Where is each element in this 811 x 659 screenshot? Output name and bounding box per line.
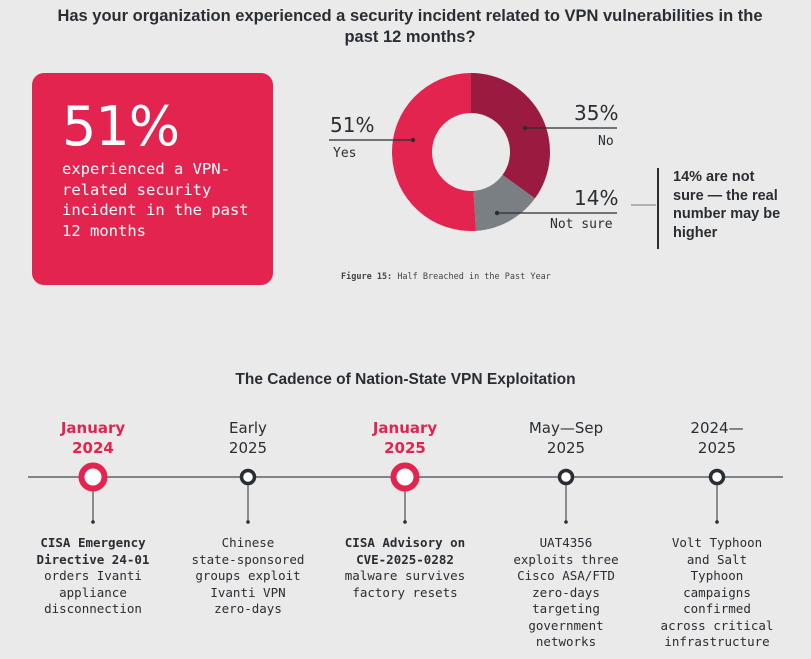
- event-date-line: May—Sep: [528, 419, 604, 437]
- event-description: Chinese state-sponsored groups exploit Ivan…: [173, 535, 323, 618]
- event-stem-dot: [91, 520, 95, 524]
- event-text-line: state-sponsored: [191, 551, 305, 567]
- event-stem-dot: [564, 520, 568, 524]
- event-description: Volt Typhoon and Salt Typhoon campaigns conf…: [642, 535, 792, 651]
- leader-no-dot: [522, 125, 528, 131]
- event-text-line: Cisco ASA/FTD: [517, 568, 615, 583]
- event-date-line: 2025: [697, 439, 737, 457]
- event-description: UAT4356 exploits three Cisco ASA/FTD zero-d…: [491, 535, 641, 651]
- survey-question-title: Has your organization experienced a secu…: [57, 7, 763, 46]
- event-text-line: government: [528, 617, 604, 633]
- event-text-line: appliance: [59, 584, 127, 600]
- event-date-line: 2025: [384, 439, 426, 457]
- caption-label: Figure 15:: [341, 272, 393, 282]
- event-stem-dot: [403, 520, 407, 524]
- label-notsure: Not sure: [550, 217, 613, 232]
- leader-yes-dot: [410, 137, 416, 143]
- event-headline: CISA Emergency: [40, 535, 146, 550]
- event-headline: CISA Advisory on: [344, 535, 466, 550]
- event-date: January 2025: [340, 418, 470, 458]
- milestone-marker: [708, 468, 726, 486]
- donut-slice-yes: [392, 73, 476, 231]
- milestone-marker-highlight: [78, 462, 108, 492]
- event-date: Early 2025: [183, 418, 313, 458]
- event-text-line: infrastructure: [664, 634, 770, 649]
- event-stem-dot: [246, 520, 250, 524]
- event-text-line: UAT4356: [539, 535, 593, 550]
- event-text-line: campaigns: [683, 584, 751, 600]
- timeline-title: The Cadence of Nation-State VPN Exploita…: [235, 371, 576, 388]
- event-text-line: malware survives: [344, 568, 466, 583]
- headline-percent: 51%: [62, 95, 180, 158]
- event-text-line: and Salt: [686, 551, 748, 567]
- headline-stat-card: 51% experienced a VPN-related security i…: [32, 73, 273, 285]
- event-text-line: exploits three: [513, 551, 619, 567]
- event-date-line: Early: [229, 419, 267, 437]
- figure-caption: Figure 15: Half Breached in the Past Yea…: [341, 272, 551, 282]
- event-date-line: 2025: [228, 439, 268, 457]
- milestone-marker: [557, 468, 575, 486]
- event-text-line: factory resets: [352, 584, 458, 600]
- event-text-line: Chinese: [221, 535, 275, 550]
- event-text-line: confirmed: [683, 601, 751, 616]
- event-date: May—Sep 2025: [501, 418, 631, 458]
- event-text-line: across critical: [660, 617, 774, 633]
- event-date: January 2024: [28, 418, 158, 458]
- event-date-line: 2024: [72, 439, 114, 457]
- event-text-line: Volt Typhoon: [671, 535, 763, 550]
- event-stem-dot: [715, 520, 719, 524]
- event-description: CISA Emergency Directive 24-01 orders Ivan…: [18, 535, 168, 618]
- label-no-percent: 35%: [574, 101, 619, 125]
- event-text-line: zero-days: [214, 601, 282, 616]
- event-text-line: orders Ivanti: [44, 568, 142, 583]
- event-text-line: targeting: [532, 601, 600, 616]
- donut-slice-no: [471, 73, 550, 199]
- event-date-line: 2025: [546, 439, 586, 457]
- event-headline: Directive 24-01: [36, 551, 150, 567]
- label-notsure-percent: 14%: [574, 186, 619, 210]
- donut-slice-not-sure: [473, 174, 535, 231]
- label-no: No: [598, 134, 614, 149]
- event-text-line: disconnection: [44, 601, 142, 616]
- event-description: CISA Advisory on CVE-2025-0282 malware sur…: [330, 535, 480, 601]
- event-headline: CVE-2025-0282: [356, 551, 454, 567]
- event-text-line: zero-days: [532, 584, 600, 600]
- event-text-line: groups exploit: [195, 568, 301, 583]
- headline-description: experienced a VPN-related security incid…: [62, 160, 249, 240]
- event-date-line: January: [372, 419, 438, 437]
- label-yes-percent: 51%: [330, 113, 375, 137]
- event-text-line: networks: [535, 634, 597, 649]
- event-date-line: January: [60, 419, 126, 437]
- event-text-line: Ivanti VPN: [210, 584, 286, 600]
- leader-notsure-dot: [494, 210, 500, 216]
- milestone-marker-highlight: [390, 462, 420, 492]
- event-text-line: Typhoon: [690, 568, 744, 583]
- milestone-marker: [239, 468, 257, 486]
- event-date-line: 2024—: [690, 419, 744, 437]
- uncertainty-note: 14% are not sure — the real number may b…: [673, 169, 781, 241]
- caption-text: Half Breached in the Past Year: [397, 272, 551, 282]
- event-date: 2024— 2025: [652, 418, 782, 458]
- label-yes: Yes: [333, 146, 357, 161]
